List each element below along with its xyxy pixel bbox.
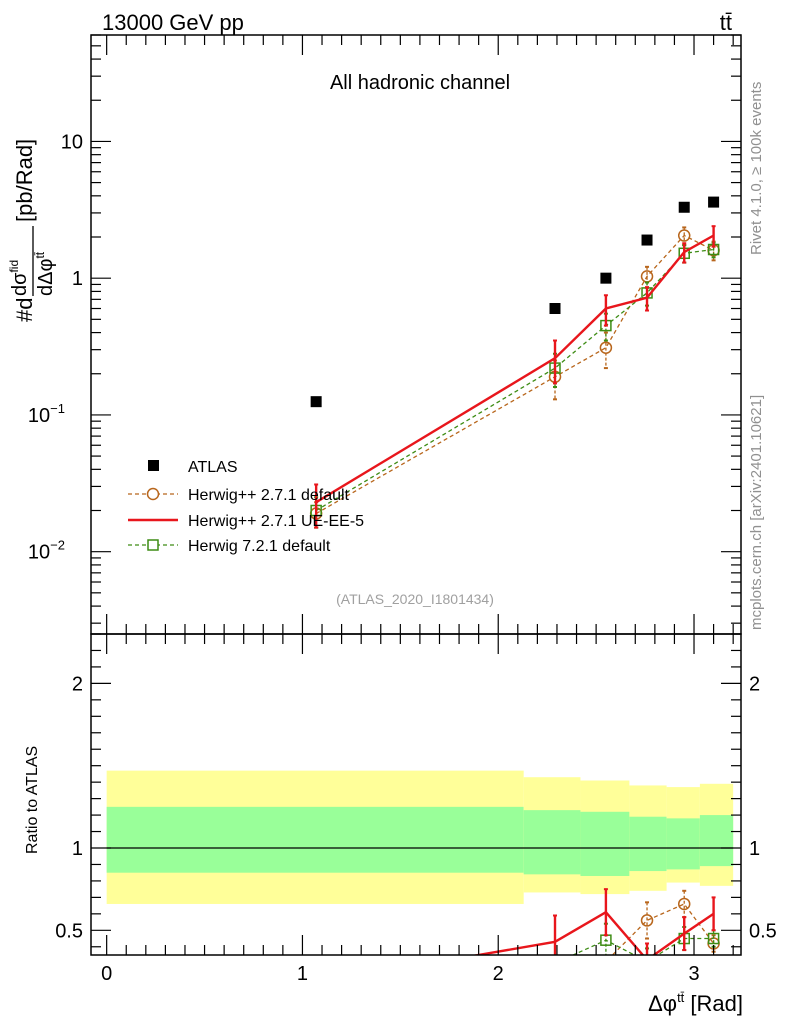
series-atlas bbox=[310, 196, 720, 408]
series-line bbox=[315, 234, 714, 515]
data-point bbox=[600, 272, 612, 284]
legend-item: Herwig++ 2.7.1 default bbox=[128, 487, 350, 504]
x-tick-label: 2 bbox=[493, 963, 504, 985]
x-tick-label: 3 bbox=[688, 963, 699, 985]
data-point bbox=[641, 234, 653, 246]
y-label-units: [pb/Rad] bbox=[12, 139, 37, 222]
legend-marker bbox=[147, 539, 159, 551]
legend-marker bbox=[148, 460, 159, 471]
main-y-axis-label: #d dσfid dΔφtt̄ [pb/Rad] bbox=[7, 139, 57, 322]
ratio-axes: 0.5 0.5 1 1 2 2 0 1 2 3 bbox=[55, 633, 777, 985]
ratio-y-axis-label: Ratio to ATLAS bbox=[24, 746, 41, 854]
ratio-y-tick-label: 2 bbox=[72, 673, 83, 695]
y-label-numerator: dσfid bbox=[7, 260, 31, 296]
y-tick-label: 1 bbox=[72, 268, 83, 290]
data-point bbox=[599, 341, 613, 354]
series-line bbox=[315, 234, 715, 504]
data-point bbox=[640, 914, 654, 927]
ratio-y-tick-label: 0.5 bbox=[55, 920, 83, 942]
series-herwig-2-7-1-default bbox=[309, 226, 720, 529]
rivet-version-label: Rivet 4.1.0, ≥ 100k events bbox=[748, 82, 765, 255]
series-herwig-2-7-1-ue-ee-5 bbox=[471, 888, 716, 955]
data-point bbox=[677, 229, 691, 242]
ratio-y-tick-label: 1 bbox=[72, 838, 83, 860]
data-point bbox=[678, 201, 690, 213]
data-point bbox=[311, 982, 322, 993]
data-point bbox=[310, 396, 322, 408]
y-label-denominator: dΔφtt̄ bbox=[33, 251, 57, 296]
legend-marker bbox=[146, 487, 160, 501]
data-point bbox=[550, 956, 561, 967]
data-point bbox=[677, 897, 691, 911]
inner-uncertainty-band bbox=[523, 810, 581, 875]
ratio-series-layer bbox=[311, 888, 720, 993]
data-point bbox=[549, 303, 561, 315]
legend-label: Herwig++ 2.7.1 UE-EE-5 bbox=[188, 513, 364, 530]
legend-item: Herwig++ 2.7.1 UE-EE-5 bbox=[128, 513, 364, 530]
main-series-layer bbox=[309, 196, 720, 529]
y-tick-label: 10 bbox=[61, 131, 83, 153]
legend: ATLAS Herwig++ 2.7.1 default Herwig++ 2.7.… bbox=[128, 459, 364, 555]
legend-label: ATLAS bbox=[188, 459, 238, 476]
y-tick-label: 10−2 bbox=[28, 538, 65, 564]
series-line bbox=[571, 937, 714, 955]
data-point bbox=[642, 957, 652, 967]
series-line bbox=[611, 903, 715, 955]
y-tick-label: 10−1 bbox=[28, 401, 65, 427]
x-tick-label: 0 bbox=[101, 963, 112, 985]
y-label-text: #d bbox=[12, 298, 37, 322]
legend-label: Herwig 7.2.1 default bbox=[188, 538, 331, 555]
ratio-y-tick-label-right: 2 bbox=[749, 673, 760, 695]
series-herwig-7-2-1-default bbox=[311, 922, 720, 991]
x-tick-label: 1 bbox=[297, 963, 308, 985]
ratio-frame bbox=[90, 633, 742, 956]
inner-uncertainty-band bbox=[629, 816, 667, 872]
header-right: tt̄ bbox=[720, 10, 732, 35]
ratio-plot-area bbox=[106, 770, 734, 904]
main-axes: 10−2 10−1 1 10 bbox=[28, 34, 742, 635]
inner-uncertainty-band bbox=[666, 818, 700, 870]
inner-uncertainty-band bbox=[580, 811, 630, 876]
legend-item: Herwig 7.2.1 default bbox=[128, 538, 331, 555]
series-herwig-2-7-1-ue-ee-5 bbox=[314, 225, 716, 529]
inner-uncertainty-band bbox=[106, 806, 524, 873]
data-point bbox=[707, 932, 720, 945]
inner-uncertainty-band bbox=[699, 815, 734, 867]
ratio-y-tick-label-right: 1 bbox=[749, 838, 760, 860]
data-point bbox=[311, 981, 321, 991]
chart-title: All hadronic channel bbox=[330, 72, 510, 94]
legend-item: ATLAS bbox=[148, 459, 238, 476]
x-axis-label: Δφtt̄ [Rad] bbox=[648, 990, 743, 1016]
mcplots-label: mcplots.cern.ch [arXiv:2401.10621] bbox=[748, 395, 765, 630]
legend-label: Herwig++ 2.7.1 default bbox=[188, 487, 350, 504]
series-herwig-2-7-1-default bbox=[311, 889, 720, 993]
data-point bbox=[708, 196, 720, 208]
series-line bbox=[471, 910, 715, 955]
ratio-y-tick-label-right: 0.5 bbox=[749, 920, 777, 942]
data-point bbox=[550, 958, 560, 968]
analysis-id-label: (ATLAS_2020_I1801434) bbox=[336, 591, 494, 607]
header-left: 13000 GeV pp bbox=[102, 10, 244, 35]
data-point bbox=[600, 956, 611, 967]
